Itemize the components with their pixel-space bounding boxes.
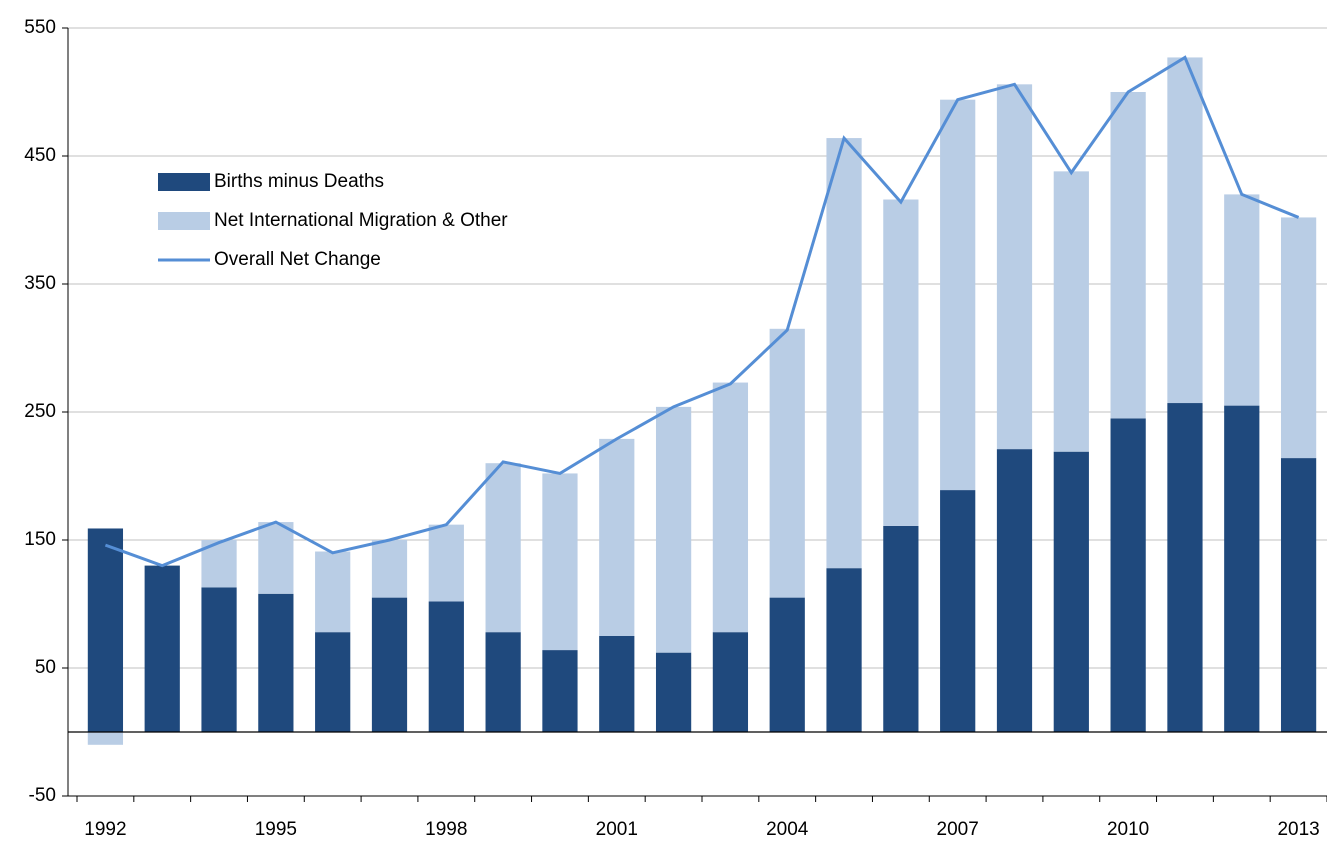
bar (144, 565, 180, 732)
legend-label: Overall Net Change (214, 249, 381, 270)
legend-swatch (158, 212, 210, 230)
bar (1167, 403, 1203, 732)
bar (940, 490, 976, 732)
bar (315, 632, 351, 732)
bar (428, 601, 464, 732)
bar (712, 632, 749, 732)
bar (1224, 194, 1260, 406)
bar (996, 449, 1033, 732)
bar (485, 463, 521, 633)
bar (87, 528, 124, 732)
bar (883, 199, 919, 526)
y-tick-label: 550 (24, 17, 56, 38)
x-tick-label: 2004 (766, 819, 809, 840)
x-tick-label: 2001 (596, 819, 638, 840)
y-tick-label: 150 (24, 529, 56, 550)
bar (655, 406, 692, 653)
bar (1167, 57, 1203, 404)
bar (1110, 92, 1146, 419)
bar (769, 597, 805, 732)
x-tick-label: 2010 (1107, 819, 1149, 840)
y-tick-label: -50 (29, 785, 56, 806)
x-tick-label: 1992 (84, 819, 126, 840)
bar (769, 328, 805, 598)
bar (940, 99, 976, 491)
bar (712, 382, 749, 633)
bar (315, 551, 351, 633)
x-tick-label: 1998 (425, 819, 467, 840)
legend-label: Net International Migration & Other (214, 210, 508, 231)
bar (655, 652, 692, 732)
x-tick-label: 1995 (255, 819, 297, 840)
y-tick-label: 50 (35, 657, 56, 678)
bar (599, 438, 635, 636)
y-tick-label: 450 (24, 145, 56, 166)
legend-label: Births minus Deaths (214, 171, 384, 192)
bar (1280, 458, 1317, 732)
bar (485, 632, 521, 732)
bar (542, 473, 578, 651)
bar (87, 732, 124, 745)
bar (428, 524, 464, 602)
bar (1053, 171, 1089, 452)
bar (1110, 418, 1146, 732)
bar (996, 84, 1033, 450)
bar (1224, 405, 1260, 732)
bar (371, 597, 408, 732)
bar (1280, 217, 1317, 459)
bar (371, 540, 408, 598)
bar (1053, 451, 1089, 732)
bar (258, 593, 294, 732)
bar (542, 650, 578, 732)
line (104, 55, 1300, 568)
bar (201, 587, 237, 732)
bar (826, 568, 862, 732)
bar (883, 525, 919, 732)
x-tick-label: 2013 (1277, 819, 1319, 840)
bar (258, 522, 294, 594)
bar (599, 636, 635, 732)
bar (826, 138, 862, 569)
y-tick-label: 350 (24, 273, 56, 294)
legend: Births minus Deaths Net International Mig… (158, 171, 508, 270)
legend-swatch (158, 173, 210, 191)
x-tick-label: 2007 (937, 819, 979, 840)
y-tick-label: 250 (24, 401, 56, 422)
